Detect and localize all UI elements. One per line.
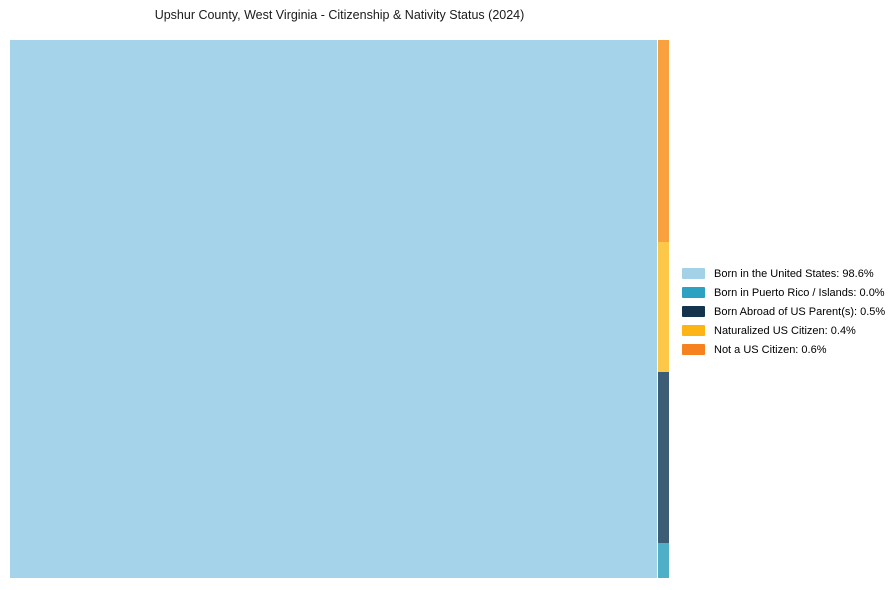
legend: Born in the United States: 98.6% Born in … xyxy=(682,264,885,359)
legend-row-born-in-the-united-states: Born in the United States: 98.6% xyxy=(682,264,885,283)
legend-swatch-icon xyxy=(682,325,705,336)
legend-row-naturalized-us-citizen: Naturalized US Citizen: 0.4% xyxy=(682,321,885,340)
legend-row-not-a-us-citizen: Not a US Citizen: 0.6% xyxy=(682,340,885,359)
legend-label: Born in Puerto Rico / Islands: 0.0% xyxy=(714,286,885,299)
legend-row-born-abroad-of-us-parent-s: Born Abroad of US Parent(s): 0.5% xyxy=(682,302,885,321)
legend-swatch-icon xyxy=(682,287,705,298)
legend-label: Born in the United States: 98.6% xyxy=(714,267,874,280)
legend-swatch-icon xyxy=(682,306,705,317)
treemap-minor-column xyxy=(658,40,669,578)
treemap-rect-born-in-puerto-rico-islands[interactable] xyxy=(658,543,669,578)
legend-label: Naturalized US Citizen: 0.4% xyxy=(714,324,856,337)
legend-swatch-icon xyxy=(682,268,705,279)
treemap-rect-born-abroad-of-us-parent-s[interactable] xyxy=(658,372,669,543)
legend-row-born-in-puerto-rico-islands: Born in Puerto Rico / Islands: 0.0% xyxy=(682,283,885,302)
treemap-rect-born-in-the-united-states[interactable] xyxy=(10,40,657,578)
legend-label: Not a US Citizen: 0.6% xyxy=(714,343,827,356)
legend-label: Born Abroad of US Parent(s): 0.5% xyxy=(714,305,886,318)
treemap-plot xyxy=(10,40,669,578)
treemap-rect-naturalized-us-citizen[interactable] xyxy=(658,242,669,372)
treemap-rect-not-a-us-citizen[interactable] xyxy=(658,40,669,242)
chart-title: Upshur County, West Virginia - Citizensh… xyxy=(154,8,525,22)
legend-swatch-icon xyxy=(682,344,705,355)
